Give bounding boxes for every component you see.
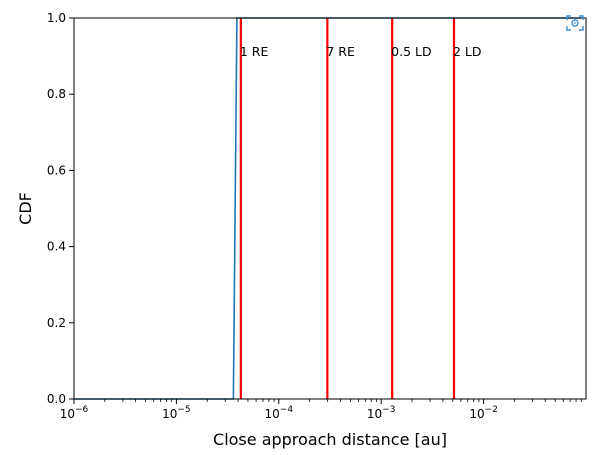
focus-icon[interactable] [566,14,584,32]
x-tick-label: 10−2 [469,405,498,421]
y-tick-label: 0.2 [47,316,66,330]
y-axis-label: CDF [16,192,35,225]
reference-lines: 1 RE 7 RE 0.5 LD 2 LD [239,18,482,399]
x-axis-label: Close approach distance [au] [213,430,447,449]
plot-area [74,18,586,399]
x-tick-label: 10−5 [162,405,191,421]
y-tick-label: 0.4 [47,240,66,254]
y-axis-ticks: 0.0 0.2 0.4 0.6 0.8 1.0 [47,11,74,406]
x-tick-label: 10−6 [60,405,89,421]
axes-frame [73,17,587,400]
y-tick-label: 0.6 [47,163,66,177]
x-tick-label: 10−3 [367,405,396,421]
reference-line-label: 1 RE [240,44,269,59]
x-tick-label: 10−4 [265,405,294,421]
y-tick-label: 1.0 [47,11,66,25]
plot-background [74,18,586,399]
y-tick-label: 0.8 [47,87,66,101]
reference-line-label: 7 RE [326,44,355,59]
reference-line-label: 0.5 LD [391,44,431,59]
y-tick-label: 0.0 [47,392,66,406]
x-axis-ticks: 10−6 10−5 10−4 10−3 10−2 [60,399,582,421]
reference-line-label: 2 LD [453,44,482,59]
